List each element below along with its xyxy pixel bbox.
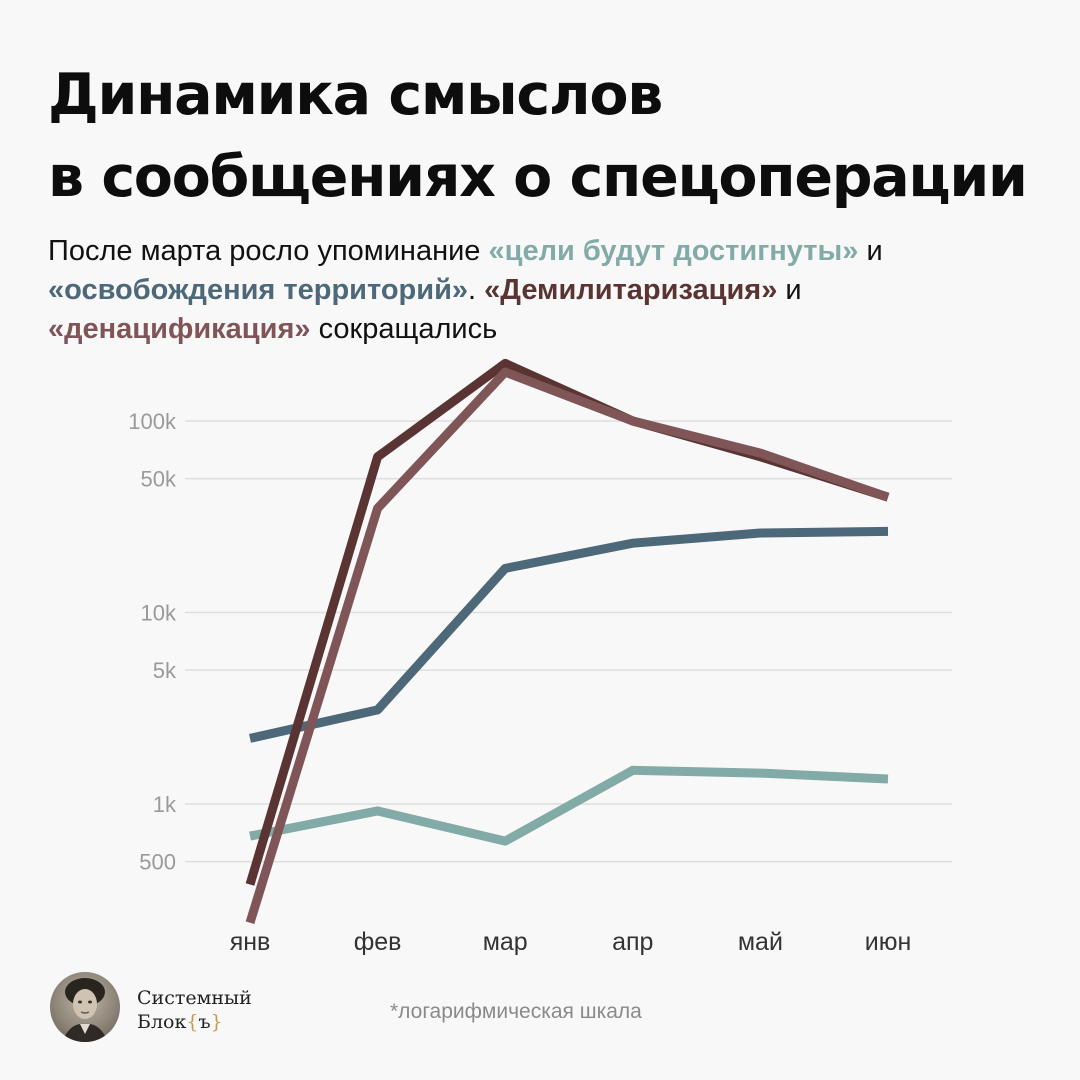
brand-brace-open: { [186,1011,199,1033]
highlight-liberation: «освобождения территорий» [48,274,469,306]
brand-brace-close: } [210,1011,223,1033]
subtitle: После марта росло упоминание «цели будут… [48,232,1048,349]
brand-logo [50,972,120,1042]
series-line-denazification [245,367,890,925]
subtitle-text-1: После марта росло упоминание [48,235,489,267]
x-tick-label: май [738,928,783,956]
highlight-goals: «цели будут достигнуты» [488,235,859,267]
y-tick-label: 10k [141,601,177,626]
log-scale-note: *логарифмическая шкала [390,1000,642,1023]
subtitle-text-2: и [858,235,883,267]
highlight-denazification: «денацификация» [48,313,311,345]
brand-line-2-text: Блок [137,1011,187,1033]
subtitle-text-4: и [777,274,802,306]
x-tick-label: мар [483,928,528,956]
title-line-1: Динамика смыслов [48,62,663,128]
y-tick-label: 100k [128,409,177,434]
brand-line-1: Системный [137,987,252,1009]
series-line-goals [249,765,889,846]
x-tick-label: апр [612,928,653,956]
x-tick-label: фев [354,928,402,956]
highlight-demilitarization: «Демилитаризация» [484,274,778,306]
y-tick-label: 5k [153,658,177,683]
portrait-image [62,978,108,1042]
page-title: Динамика смыслов в сообщениях о спецопер… [48,54,1048,218]
subtitle-text-3: . [468,274,485,306]
title-line-2: в сообщениях о спецоперации [48,144,1028,210]
brand-line-2: Блок{ъ} [137,1010,252,1034]
brand-mark: ъ [198,1011,211,1033]
x-tick-label: июн [865,928,912,956]
grid-layer [185,420,952,863]
y-tick-label: 1k [153,792,177,817]
y-tick-label: 500 [139,850,176,875]
x-tick-label: янв [230,928,271,956]
x-tick-labels: янв фев мар апр май июн [230,928,912,956]
series-line-liberation [249,526,889,743]
y-tick-label: 50k [141,467,177,492]
series-layer [245,358,890,925]
brand-name: Системный Блок{ъ} [137,986,252,1034]
y-tick-labels: 500 1k 5k 10k 50k 100k [128,409,177,875]
subtitle-text-5: сокращались [310,313,498,345]
